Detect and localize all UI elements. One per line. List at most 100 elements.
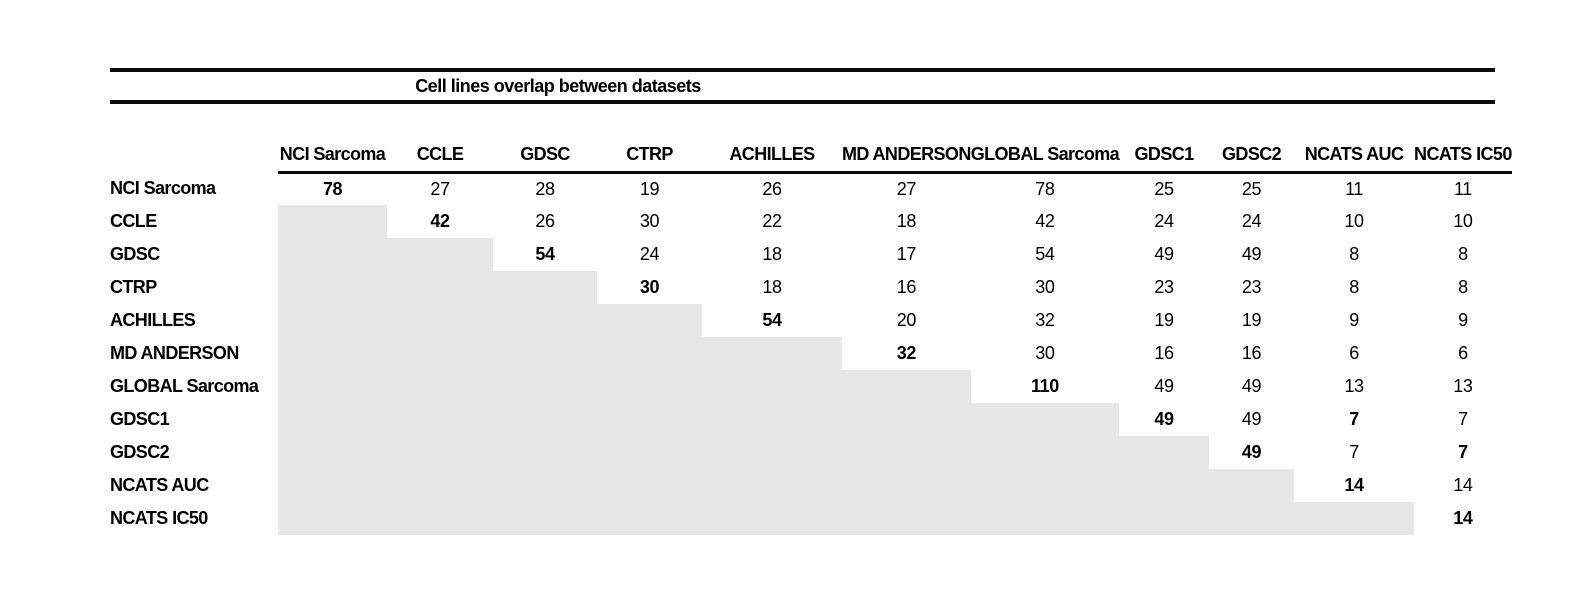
shaded-cell	[1294, 502, 1415, 535]
column-header-md-anderson: MD ANDERSON	[842, 138, 971, 174]
shaded-cell	[597, 337, 702, 370]
matrix-cell: 6	[1458, 343, 1468, 363]
matrix-cell: 17	[896, 244, 917, 264]
shaded-cell	[493, 502, 597, 535]
shaded-cell	[278, 469, 387, 502]
table-row-achilles: ACHILLES 54 20 32 19 19 9 9	[110, 304, 1512, 337]
matrix-cell: 24	[639, 244, 660, 264]
matrix-cell: 20	[896, 310, 917, 330]
shaded-cell	[702, 337, 842, 370]
shaded-cell	[493, 304, 597, 337]
matrix-cell: 16	[896, 277, 917, 297]
shaded-cell	[842, 403, 971, 436]
shaded-cell	[278, 304, 387, 337]
matrix-cell: 49	[1154, 409, 1174, 429]
shaded-cell	[387, 370, 493, 403]
matrix-cell: 30	[1035, 343, 1055, 363]
table-row-ncats-auc: NCATS AUC 14 14	[110, 469, 1512, 502]
matrix-cell: 26	[762, 178, 782, 199]
matrix-cell: 42	[430, 211, 450, 231]
matrix-cell: 8	[1349, 277, 1359, 297]
matrix-cell: 32	[896, 343, 917, 363]
shaded-cell	[278, 436, 387, 469]
matrix-cell: 78	[1035, 178, 1055, 199]
column-header-nci-sarcoma: NCI Sarcoma	[278, 138, 387, 174]
shaded-cell	[493, 271, 597, 304]
matrix-cell: 23	[1241, 277, 1262, 297]
matrix-cell: 8	[1349, 244, 1359, 264]
shaded-cell	[493, 337, 597, 370]
table-row-md-anderson: MD ANDERSON 32 30 16 16 6 6	[110, 337, 1512, 370]
column-header-ccle: CCLE	[387, 138, 493, 174]
matrix-cell: 18	[896, 211, 917, 231]
matrix-cell: 23	[1154, 277, 1174, 297]
shaded-cell	[387, 502, 493, 535]
matrix-cell: 25	[1154, 178, 1174, 199]
table-row-ncats-ic50: NCATS IC50 14	[110, 502, 1512, 535]
shaded-cell	[1119, 502, 1210, 535]
matrix-cell: 42	[1035, 211, 1055, 231]
column-header-gdsc1: GDSC1	[1119, 138, 1210, 174]
matrix-cell: 28	[535, 178, 555, 199]
column-header-ncats-ic50: NCATS IC50	[1414, 138, 1512, 174]
row-label-gdsc: GDSC	[110, 244, 160, 264]
matrix-cell: 8	[1458, 277, 1468, 297]
shaded-cell	[702, 436, 842, 469]
shaded-cell	[702, 502, 842, 535]
matrix-cell: 7	[1458, 409, 1468, 429]
title-rule-top	[110, 68, 1495, 72]
shaded-cell	[702, 370, 842, 403]
matrix-cell: 30	[1035, 277, 1055, 297]
matrix-cell: 6	[1349, 343, 1359, 363]
shaded-cell	[597, 469, 702, 502]
shaded-cell	[278, 502, 387, 535]
shaded-cell	[970, 436, 1120, 469]
shaded-cell	[597, 502, 702, 535]
matrix-cell: 10	[1344, 211, 1364, 231]
matrix-cell: 19	[639, 178, 660, 199]
matrix-cell: 18	[762, 244, 782, 264]
matrix-cell: 7	[1458, 442, 1468, 462]
matrix-header: NCI Sarcoma CCLE GDSC CTRP ACHILLES MD ANDERS…	[110, 138, 1512, 174]
row-label-ncats-auc: NCATS AUC	[110, 475, 209, 495]
shaded-cell	[278, 370, 387, 403]
matrix-cell: 11	[1345, 178, 1363, 199]
shaded-cell	[597, 436, 702, 469]
matrix-cell: 30	[639, 277, 660, 297]
matrix-body: NCI Sarcoma 78 27 28 19 26 27 78 25 25 11 11 CCLE 42 2…	[110, 172, 1512, 535]
matrix-cell: 10	[1453, 211, 1473, 231]
row-label-gdsc2: GDSC2	[110, 442, 170, 462]
shaded-cell	[842, 469, 971, 502]
matrix-cell: 49	[1241, 409, 1262, 429]
corner-cell	[110, 138, 278, 172]
header-row: NCI Sarcoma CCLE GDSC CTRP ACHILLES MD ANDERS…	[110, 138, 1512, 174]
table-row-ctrp: CTRP 30 18 16 30 23 23 8 8	[110, 271, 1512, 304]
shaded-cell	[1209, 469, 1295, 502]
matrix-cell: 16	[1241, 343, 1262, 363]
matrix-cell: 19	[1241, 310, 1262, 330]
shaded-cell	[387, 337, 493, 370]
shaded-cell	[970, 502, 1120, 535]
shaded-cell	[1119, 436, 1210, 469]
matrix-cell: 7	[1349, 409, 1359, 429]
shaded-cell	[278, 205, 387, 238]
matrix-cell: 78	[322, 178, 343, 199]
row-label-ccle: CCLE	[110, 211, 157, 231]
shaded-cell	[970, 469, 1120, 502]
matrix-cell: 49	[1154, 244, 1174, 264]
matrix-cell: 14	[1453, 508, 1473, 528]
title-rule-bottom	[110, 100, 1495, 104]
shaded-cell	[842, 370, 971, 403]
matrix-cell: 8	[1458, 244, 1468, 264]
matrix-cell: 49	[1241, 376, 1262, 396]
matrix-cell: 16	[1154, 343, 1174, 363]
table-row-ccle: CCLE 42 26 30 22 18 42 24 24 10 10	[110, 205, 1512, 238]
matrix-cell: 25	[1241, 178, 1262, 199]
matrix-cell: 19	[1154, 310, 1174, 330]
matrix-cell: 26	[535, 211, 555, 231]
shaded-cell	[597, 370, 702, 403]
matrix-cell: 13	[1453, 376, 1473, 396]
matrix-cell: 54	[1035, 244, 1055, 264]
table-row-global-sarcoma: GLOBAL Sarcoma 110 49 49 13 13	[110, 370, 1512, 403]
shaded-cell	[387, 403, 493, 436]
